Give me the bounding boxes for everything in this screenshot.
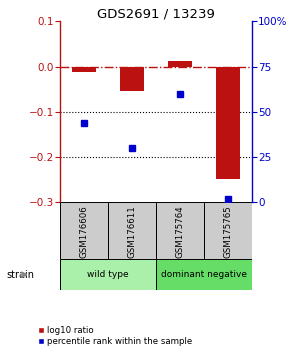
Legend: log10 ratio, percentile rank within the sample: log10 ratio, percentile rank within the … bbox=[34, 322, 196, 350]
Bar bbox=[60, 202, 108, 259]
Bar bbox=[60, 259, 156, 290]
Text: dominant negative: dominant negative bbox=[161, 270, 247, 279]
Bar bbox=[156, 259, 252, 290]
Title: GDS2691 / 13239: GDS2691 / 13239 bbox=[97, 7, 215, 20]
Text: GSM175764: GSM175764 bbox=[176, 205, 184, 258]
Text: GSM175765: GSM175765 bbox=[224, 205, 232, 258]
Bar bbox=[168, 61, 192, 67]
Text: GSM176611: GSM176611 bbox=[128, 205, 136, 258]
Bar bbox=[72, 67, 96, 72]
Text: wild type: wild type bbox=[87, 270, 129, 279]
Text: GSM176606: GSM176606 bbox=[80, 205, 88, 258]
Bar bbox=[216, 67, 240, 179]
Text: strain: strain bbox=[6, 270, 34, 280]
Bar bbox=[108, 202, 156, 259]
Bar bbox=[204, 202, 252, 259]
Bar bbox=[156, 202, 204, 259]
Bar bbox=[120, 67, 144, 91]
